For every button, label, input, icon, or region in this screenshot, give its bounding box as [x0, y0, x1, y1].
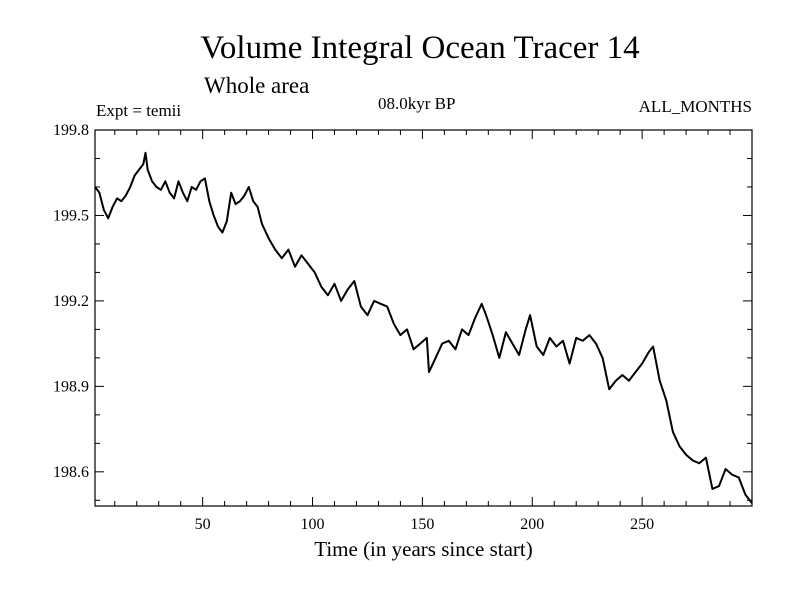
x-tick-label: 150	[410, 516, 434, 533]
series-line	[94, 151, 753, 504]
y-tick-label: 198.6	[53, 464, 89, 481]
axis-ticks	[95, 129, 752, 506]
y-tick-label: 199.8	[53, 122, 89, 139]
x-tick-label: 50	[195, 516, 211, 533]
y-tick-label: 199.2	[53, 293, 89, 310]
chart-title: Volume Integral Ocean Tracer 14	[200, 30, 640, 66]
chart-subtitle: Whole area	[204, 73, 310, 98]
y-tick-label: 198.9	[53, 378, 89, 395]
y-tick-label: 199.5	[53, 207, 89, 224]
months-label: ALL_MONTHS	[638, 97, 752, 116]
x-axis-label: Time (in years since start)	[314, 537, 533, 561]
series-layer	[94, 151, 753, 504]
x-tick-label: 250	[630, 516, 654, 533]
x-tick-label: 200	[520, 516, 544, 533]
x-tick-label: 100	[301, 516, 325, 533]
tick-labels: 50 100 150 200 250 198.6 198.9 199.2 199.5 199.8	[53, 122, 654, 533]
experiment-label: Expt = temii	[96, 101, 182, 120]
period-label: 08.0kyr BP	[378, 94, 456, 113]
plot-frame	[94, 129, 753, 507]
